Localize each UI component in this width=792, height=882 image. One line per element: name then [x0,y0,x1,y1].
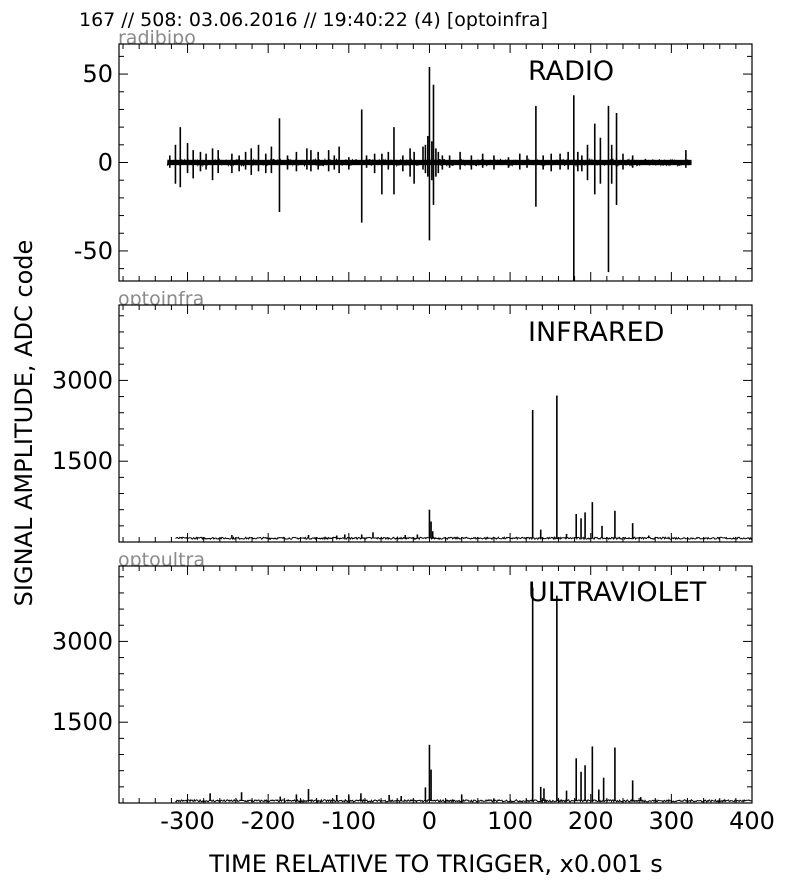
panel-radio: radibipo 500-50 RADIO [74,27,753,282]
signal-baseline-trace [175,536,753,541]
panel-ultraviolet-ytick-labels: 3000 1500 [52,627,113,736]
panel-infrared-series [175,395,753,541]
x-tick-label: 100 [487,807,533,835]
signal-baseline-trace [175,798,752,804]
x-tick-labels: -300 -200 -100 0 100 200 300 400 [160,807,775,835]
x-tick-label: 400 [729,807,775,835]
x-tick-label: 200 [568,807,614,835]
panel-radio-annotation: RADIO [528,56,614,87]
panel-ultraviolet-series [175,587,752,804]
y-tick-label: 3000 [52,627,113,655]
panel-infrared-annotation: INFRARED [528,317,664,348]
x-axis-label: TIME RELATIVE TO TRIGGER, x0.001 s [208,850,662,878]
panel-ultraviolet-frame [118,565,753,804]
panel-infrared-ytick-labels: 3000 1500 [52,366,113,475]
x-tick-label: -300 [160,807,214,835]
figure-title: 167 // 508: 03.06.2016 // 19:40:22 (4) [… [79,9,548,31]
panel-radio-ticks [119,44,753,281]
y-tick-label: 1500 [52,708,113,736]
x-tick-label: 0 [422,807,437,835]
y-tick-label: -50 [74,237,113,265]
y-tick-label: 1500 [52,447,113,475]
y-tick-label: 3000 [52,366,113,394]
panel-radio-frame [118,43,753,282]
x-tick-label: -100 [322,807,376,835]
y-axis-label: SIGNAL AMPLITUDE, ADC code [10,240,38,607]
panel-radio-ytick-labels: 50 0 -50 [74,60,113,265]
panel-radio-series [166,66,692,281]
panel-infrared-frame [118,304,753,543]
panel-ultraviolet-plot-area [119,566,752,803]
panel-ultraviolet-annotation: ULTRAVIOLET [528,577,707,608]
y-tick-label: 0 [98,149,113,177]
x-tick-label: 300 [648,807,694,835]
x-tick-label: -200 [241,807,295,835]
y-tick-label: 50 [82,60,113,88]
panel-infrared-plot-area [119,305,752,542]
